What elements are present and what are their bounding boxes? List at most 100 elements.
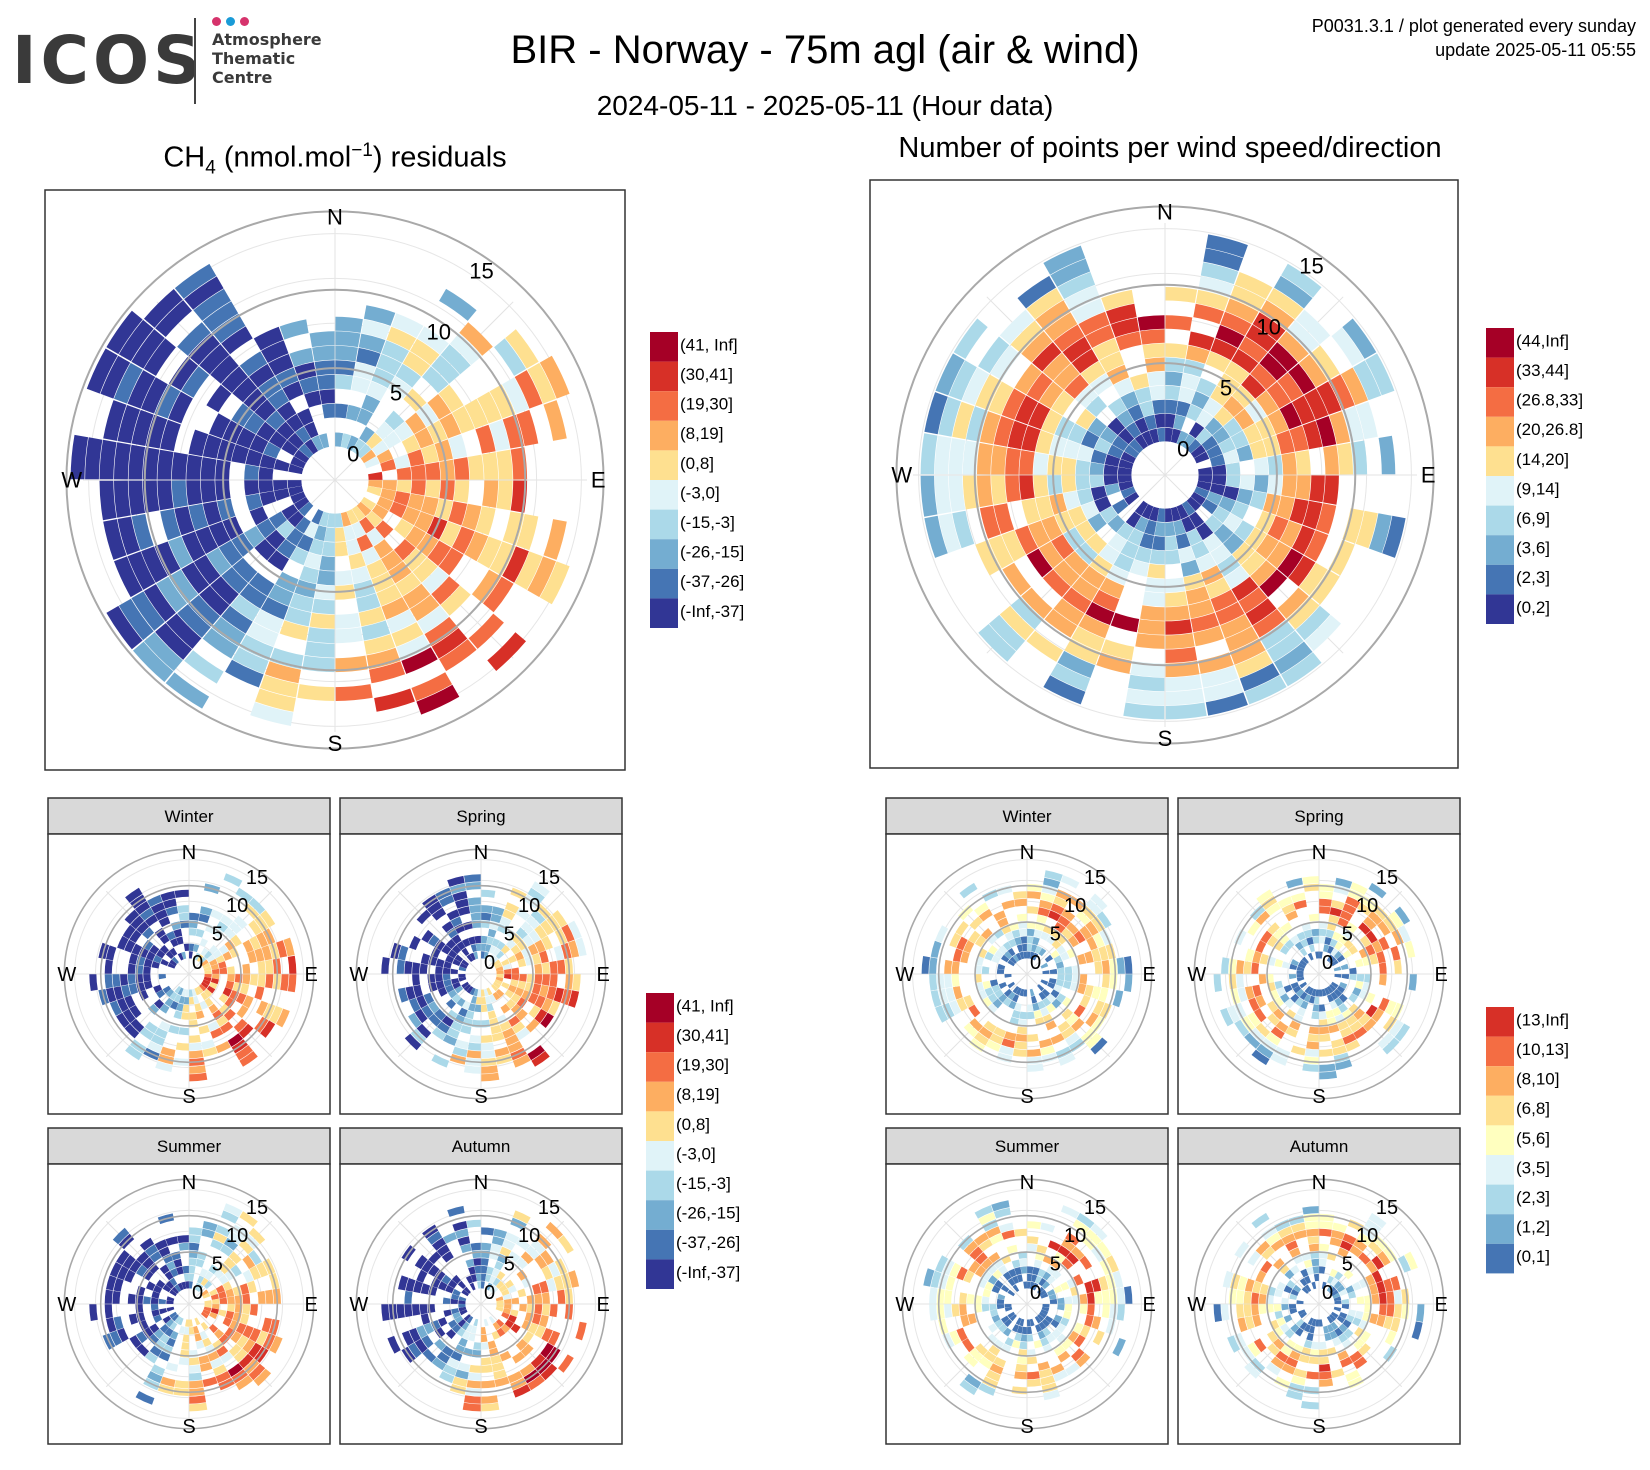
- polar-cell: [414, 511, 434, 533]
- polar-cell: [200, 480, 217, 503]
- polar-cell: [490, 913, 502, 924]
- polar-cell: [1079, 995, 1091, 1008]
- polar-cell: [1081, 501, 1100, 520]
- polar-cell: [1035, 945, 1042, 954]
- polar-cell: [493, 959, 501, 967]
- polar-cell: [253, 609, 284, 634]
- polar-cell: [1064, 374, 1089, 399]
- polar-cell: [1328, 540, 1355, 576]
- polar-cell: [1289, 425, 1309, 452]
- grid-circle: [1245, 900, 1393, 1048]
- polar-cell: [1032, 1002, 1040, 1011]
- polar-cell: [1043, 675, 1086, 705]
- polar-cell: [561, 924, 575, 943]
- ring-label-5: 5: [504, 924, 515, 946]
- polar-cell: [1004, 1318, 1013, 1327]
- polar-cell: [473, 1318, 479, 1327]
- polar-cell: [1343, 1328, 1354, 1339]
- polar-cell: [463, 1314, 471, 1322]
- polar-cell: [959, 882, 978, 899]
- polar-cell: [999, 309, 1035, 345]
- polar-cell: [421, 444, 439, 464]
- polar-cell: [1358, 922, 1371, 935]
- polar-cell: [143, 338, 176, 376]
- polar-cell: [1038, 1278, 1047, 1287]
- polar-cell: [446, 1329, 456, 1339]
- ring-label-5: 5: [390, 381, 402, 406]
- polar-cell: [199, 585, 230, 616]
- polar-cell: [402, 583, 431, 609]
- polar-cell: [504, 1304, 512, 1310]
- polar-cell: [500, 1003, 511, 1014]
- polar-cell: [1053, 955, 1063, 964]
- points-facet-strip-autumn: Autumn: [1177, 1127, 1461, 1165]
- facet-strip: [885, 797, 1169, 835]
- polar-cell: [216, 1015, 229, 1027]
- polar-cell: [1250, 363, 1277, 390]
- polar-cell: [1340, 367, 1368, 406]
- polar-cell: [166, 1300, 174, 1304]
- polar-cell: [1101, 1289, 1110, 1304]
- polar-cell: [269, 647, 304, 670]
- legend-label: (14,20]: [1516, 450, 1569, 469]
- polar-cell: [461, 947, 470, 957]
- polar-cell: [1221, 957, 1230, 974]
- polar-cell: [481, 1042, 495, 1051]
- polar-cell: [423, 992, 435, 1005]
- polar-cell: [1039, 899, 1053, 910]
- ring-label-5: 5: [212, 924, 223, 946]
- compass-s: S: [1312, 1086, 1325, 1108]
- legend-swatch: [1486, 1155, 1514, 1185]
- polar-cell: [546, 986, 557, 1000]
- compass-w: W: [57, 964, 76, 986]
- polar-cell: [982, 1288, 992, 1298]
- logo-subtitle: Atmosphere Thematic Centre: [212, 30, 322, 87]
- polar-cell: [177, 322, 211, 356]
- polar-cell: [1278, 933, 1290, 945]
- polar-cell: [530, 1353, 546, 1369]
- polar-cell: [924, 515, 948, 558]
- polar-cell: [1302, 420, 1323, 450]
- polar-cell: [531, 1051, 550, 1067]
- grid-spoke: [397, 890, 482, 975]
- polar-cell: [403, 548, 427, 572]
- polar-cell: [274, 488, 290, 501]
- polar-cell: [974, 1205, 993, 1219]
- polar-cell: [149, 944, 160, 955]
- polar-cell: [1046, 993, 1056, 1003]
- polar-cell: [366, 528, 384, 546]
- polar-cell: [1205, 351, 1231, 373]
- polar-cell: [1244, 1362, 1261, 1379]
- grid-circle: [953, 900, 1101, 1048]
- polar-cell: [1243, 1304, 1252, 1317]
- polar-cell: [461, 981, 469, 989]
- polar-cell: [1029, 951, 1035, 960]
- polar-cell: [218, 993, 229, 1004]
- polar-cell: [1319, 906, 1331, 915]
- polar-cell: [174, 263, 217, 299]
- polar-cell: [170, 938, 179, 948]
- polar-cell: [494, 338, 527, 376]
- polar-cell: [1039, 541, 1064, 569]
- polar-cell: [1007, 991, 1016, 1000]
- polar-cell: [1372, 905, 1388, 921]
- polar-cell: [135, 1391, 155, 1405]
- polar-cell: [304, 521, 319, 539]
- polar-cell: [129, 1259, 142, 1273]
- polar-cell: [127, 974, 136, 985]
- polar-cell: [201, 1228, 215, 1239]
- polar-cell: [1053, 896, 1069, 909]
- polar-cell: [495, 1296, 504, 1302]
- polar-cell: [1014, 898, 1027, 907]
- polar-cell: [1222, 1270, 1234, 1288]
- polar-cell: [264, 661, 301, 684]
- polar-cell: [1091, 1316, 1102, 1330]
- polar-cell: [1288, 974, 1297, 980]
- polar-cell: [1180, 559, 1201, 577]
- polar-cell: [1062, 1310, 1072, 1320]
- legend-swatch: [1486, 564, 1514, 595]
- legend-swatch: [646, 1259, 674, 1289]
- polar-cell: [575, 1321, 587, 1341]
- polar-cell: [514, 551, 543, 590]
- polar-cell: [1014, 1228, 1027, 1237]
